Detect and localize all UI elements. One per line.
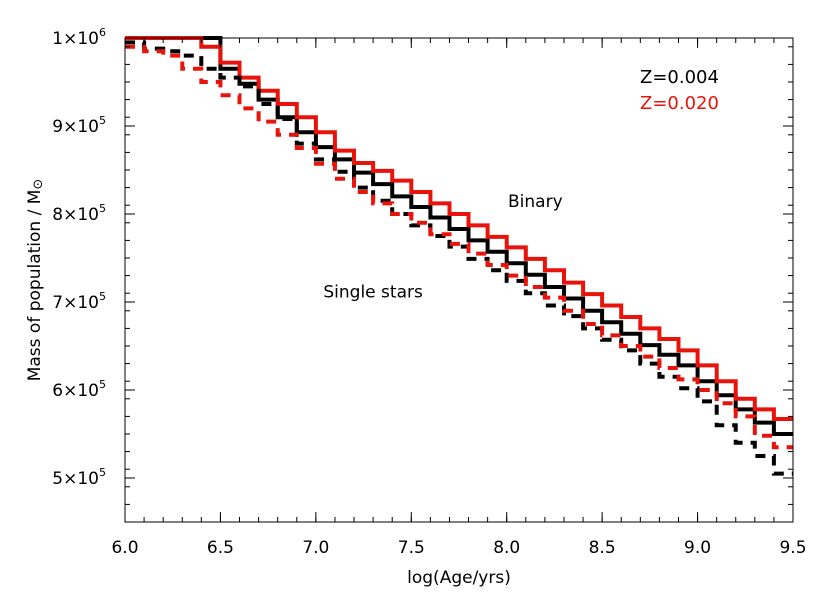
y-axis-label: Mass of population / M⊙	[25, 179, 46, 382]
x-axis-label: log(Age/yrs)	[407, 568, 511, 588]
y-tick-mantissa: 8×10	[52, 205, 99, 225]
legend-entry-z0004: Z=0.004	[640, 67, 719, 88]
y-tick-label: 5×105	[52, 466, 106, 489]
y-tick-exponent: 6	[99, 26, 106, 39]
x-tick-label: 7.0	[302, 538, 329, 558]
series-binary-0004	[125, 36, 793, 436]
y-tick-label: 7×105	[52, 290, 106, 313]
y-tick-exponent: 5	[99, 290, 106, 303]
series-layer	[125, 36, 793, 476]
y-tick-mantissa: 9×10	[52, 117, 99, 137]
y-tick-mantissa: 6×10	[52, 381, 99, 401]
annotation-binary: Binary	[508, 192, 563, 212]
y-tick-exponent: 5	[99, 114, 106, 127]
annotation-single-stars: Single stars	[323, 283, 423, 303]
y-tick-exponent: 5	[99, 378, 106, 391]
y-tick-label: 9×105	[52, 114, 106, 137]
legend-entry-z0020: Z=0.020	[640, 93, 719, 114]
x-tick-label: 9.5	[779, 538, 806, 558]
y-tick-mantissa: 7×10	[52, 293, 99, 313]
x-tick-label: 8.5	[589, 538, 616, 558]
y-tick-label: 1×106	[52, 26, 106, 49]
x-tick-label: 6.5	[207, 538, 234, 558]
y-tick-exponent: 5	[99, 466, 106, 479]
y-tick-exponent: 5	[99, 202, 106, 215]
x-tick-label: 7.5	[398, 538, 425, 558]
x-tick-label: 8.0	[493, 538, 520, 558]
x-tick-label: 9.0	[684, 538, 711, 558]
y-tick-mantissa: 1×10	[52, 29, 99, 49]
y-tick-label: 8×105	[52, 202, 106, 225]
series-single-stars-0020	[125, 44, 793, 450]
y-axis-label-text: Mass of population / M	[25, 190, 45, 382]
plot-frame	[124, 37, 794, 523]
y-tick-label: 6×105	[52, 378, 106, 401]
sun-symbol: ⊙	[31, 179, 46, 190]
ticks-layer: 6.0 6.5 7.0 7.5 8.0 8.5 9.0 9.55×1056×1057×1058…	[52, 26, 806, 558]
y-tick-mantissa: 5×10	[52, 469, 99, 489]
x-tick-label: 6.0	[111, 538, 138, 558]
